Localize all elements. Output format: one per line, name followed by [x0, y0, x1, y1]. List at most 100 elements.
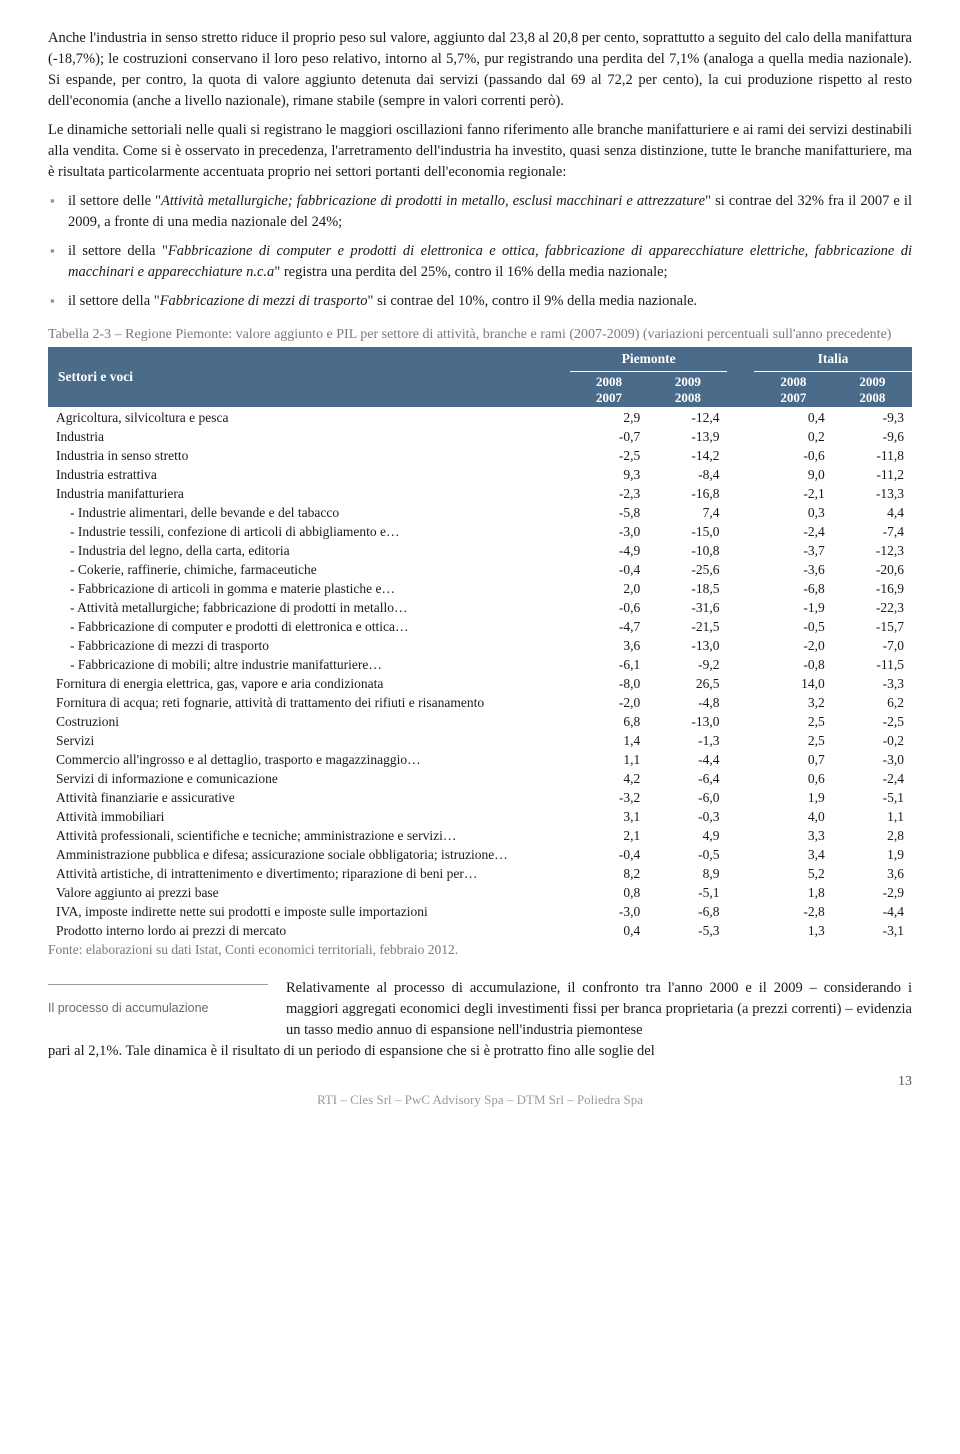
row-value: -6,8 [754, 579, 833, 598]
row-value: 3,6 [570, 636, 649, 655]
table-row: Attività immobiliari3,1-0,34,01,1 [48, 807, 912, 826]
row-value: -2,4 [754, 522, 833, 541]
row-value: -2,0 [570, 693, 649, 712]
row-label: Attività finanziarie e assicurative [48, 788, 570, 807]
row-value: -12,3 [833, 541, 912, 560]
bullet-list: il settore delle "Attività metallurgiche… [48, 191, 912, 312]
row-value: -4,7 [570, 617, 649, 636]
row-value: 3,3 [754, 826, 833, 845]
subheader-cell: 20082007 [570, 372, 649, 408]
table-caption: Tabella 2-3 – Regione Piemonte: valore a… [48, 326, 912, 345]
row-label: Industria estrattiva [48, 465, 570, 484]
row-value: -2,4 [833, 769, 912, 788]
row-spacer [727, 503, 754, 522]
row-value: -5,1 [833, 788, 912, 807]
row-value: -14,2 [648, 446, 727, 465]
row-spacer [727, 921, 754, 940]
row-label: Agricoltura, silvicoltura e pesca [48, 408, 570, 428]
row-spacer [727, 712, 754, 731]
row-value: -1,9 [754, 598, 833, 617]
table-row: IVA, imposte indirette nette sui prodott… [48, 902, 912, 921]
row-value: 1,4 [570, 731, 649, 750]
row-value: -5,8 [570, 503, 649, 522]
row-value: -9,3 [833, 408, 912, 428]
row-value: -31,6 [648, 598, 727, 617]
row-value: -13,0 [648, 636, 727, 655]
row-label: - Industrie alimentari, delle bevande e … [48, 503, 570, 522]
row-value: -9,6 [833, 427, 912, 446]
table-row: Amministrazione pubblica e difesa; assic… [48, 845, 912, 864]
row-value: -7,0 [833, 636, 912, 655]
table-row: Attività artistiche, di intrattenimento … [48, 864, 912, 883]
row-label: Industria [48, 427, 570, 446]
row-spacer [727, 579, 754, 598]
row-value: 1,1 [570, 750, 649, 769]
row-value: -7,4 [833, 522, 912, 541]
table-row: Servizi di informazione e comunicazione4… [48, 769, 912, 788]
row-value: -5,3 [648, 921, 727, 940]
table-source: Fonte: elaborazioni su dati Istat, Conti… [48, 942, 912, 958]
row-label: IVA, imposte indirette nette sui prodott… [48, 902, 570, 921]
table-row: Agricoltura, silvicoltura e pesca2,9-12,… [48, 408, 912, 428]
paragraph-2: Le dinamiche settoriali nelle quali si r… [48, 120, 912, 183]
row-value: 1,9 [833, 845, 912, 864]
row-label: - Industrie tessili, confezione di artic… [48, 522, 570, 541]
row-value: -3,2 [570, 788, 649, 807]
row-label: Attività professionali, scientifiche e t… [48, 826, 570, 845]
row-value: -0,4 [570, 845, 649, 864]
row-value: -16,9 [833, 579, 912, 598]
bullet-item: il settore delle "Attività metallurgiche… [48, 191, 912, 233]
page-footer: 13 RTI – Cles Srl – PwC Advisory Spa – D… [48, 1092, 912, 1108]
row-spacer [727, 465, 754, 484]
row-value: 2,0 [570, 579, 649, 598]
row-label: Fornitura di energia elettrica, gas, vap… [48, 674, 570, 693]
row-value: 8,9 [648, 864, 727, 883]
row-value: -0,3 [648, 807, 727, 826]
row-label: Industria manifatturiera [48, 484, 570, 503]
row-label: - Fabbricazione di articoli in gomma e m… [48, 579, 570, 598]
row-value: -13,9 [648, 427, 727, 446]
row-value: 0,8 [570, 883, 649, 902]
row-label: - Cokerie, raffinerie, chimiche, farmace… [48, 560, 570, 579]
row-spacer [727, 731, 754, 750]
row-value: -0,8 [754, 655, 833, 674]
header-piemonte: Piemonte [570, 347, 728, 372]
row-value: -3,0 [833, 750, 912, 769]
table-row: Industria in senso stretto-2,5-14,2-0,6-… [48, 446, 912, 465]
row-value: 6,2 [833, 693, 912, 712]
row-label: - Fabbricazione di computer e prodotti d… [48, 617, 570, 636]
row-value: -9,2 [648, 655, 727, 674]
table-row: Servizi1,4-1,32,5-0,2 [48, 731, 912, 750]
row-label: Amministrazione pubblica e difesa; assic… [48, 845, 570, 864]
header-italia: Italia [754, 347, 912, 372]
row-value: -11,5 [833, 655, 912, 674]
row-spacer [727, 902, 754, 921]
row-label: Valore aggiunto ai prezzi base [48, 883, 570, 902]
row-value: -15,0 [648, 522, 727, 541]
row-value: 4,9 [648, 826, 727, 845]
row-spacer [727, 845, 754, 864]
row-spacer [727, 807, 754, 826]
row-label: Industria in senso stretto [48, 446, 570, 465]
row-spacer [727, 674, 754, 693]
page-number: 13 [898, 1074, 912, 1090]
row-value: -2,1 [754, 484, 833, 503]
row-label: Servizi di informazione e comunicazione [48, 769, 570, 788]
row-value: 1,1 [833, 807, 912, 826]
row-value: -5,1 [648, 883, 727, 902]
row-spacer [727, 750, 754, 769]
row-value: -8,4 [648, 465, 727, 484]
row-value: -3,6 [754, 560, 833, 579]
header-spacer [727, 347, 754, 408]
row-value: -0,6 [754, 446, 833, 465]
row-value: 1,3 [754, 921, 833, 940]
row-value: -3,7 [754, 541, 833, 560]
row-value: 3,2 [754, 693, 833, 712]
row-spacer [727, 769, 754, 788]
row-spacer [727, 655, 754, 674]
table-row: Valore aggiunto ai prezzi base0,8-5,11,8… [48, 883, 912, 902]
row-value: -0,5 [754, 617, 833, 636]
row-value: -21,5 [648, 617, 727, 636]
row-value: -3,0 [570, 522, 649, 541]
row-value: 2,5 [754, 712, 833, 731]
